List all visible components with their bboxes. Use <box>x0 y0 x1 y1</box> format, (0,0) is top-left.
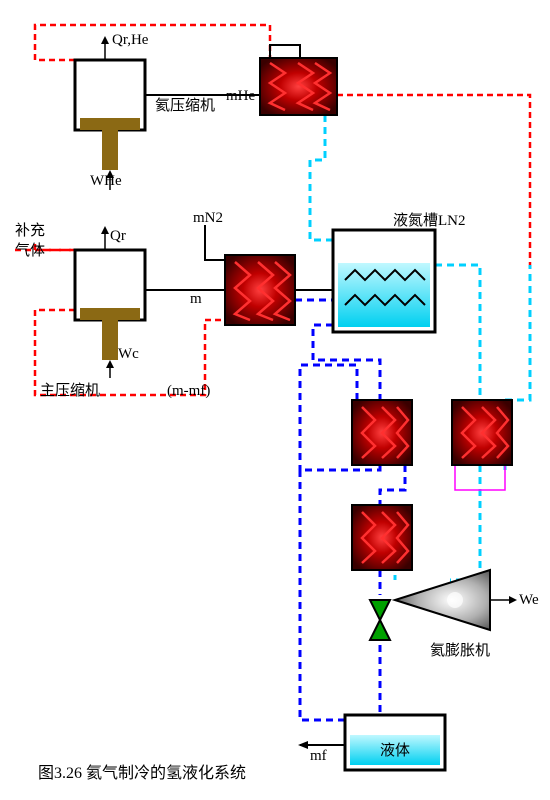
label-he-expander: 氦膨胀机 <box>430 642 490 659</box>
label-m: m <box>190 291 202 307</box>
caption: 图3.26 氦气制冷的氢液化系统 <box>38 764 246 782</box>
heat-exchanger-3-right <box>452 400 512 465</box>
label-ln2-tank: 液氮槽LN2 <box>393 212 466 229</box>
label-he-compressor: 氦压缩机 <box>155 97 215 114</box>
heat-exchanger-3-left <box>352 400 412 465</box>
label-makeup1: 补充 <box>15 222 45 239</box>
he-cyan-lines <box>310 115 530 580</box>
label-qr-he: Qr,He <box>112 32 149 48</box>
label-wc: Wc <box>118 346 139 362</box>
system-diagram: Qr,He 氦压缩机 mHe WHe 补充 气体 mN2 液氮槽LN2 Qr m… <box>0 0 550 800</box>
label-qr: Qr <box>110 228 126 244</box>
heat-exchanger-4 <box>352 505 412 570</box>
label-mf: mf <box>310 748 327 764</box>
ln2-tank <box>333 230 435 332</box>
throttle-valve <box>370 600 390 640</box>
label-m-mf: (m-mf) <box>167 383 210 399</box>
label-mn2: mN2 <box>193 210 223 226</box>
label-mhe: mHe <box>226 88 256 104</box>
flow-arrows <box>298 741 308 749</box>
heat-exchanger-2 <box>225 255 295 325</box>
label-makeup2: 气体 <box>15 242 45 259</box>
heat-exchanger-1 <box>260 58 337 115</box>
he-compressor <box>75 36 145 190</box>
label-liquid: 液体 <box>380 742 410 759</box>
label-we: We <box>519 592 539 608</box>
label-whe: WHe <box>90 173 122 189</box>
label-main-compressor: 主压缩机 <box>40 382 100 399</box>
